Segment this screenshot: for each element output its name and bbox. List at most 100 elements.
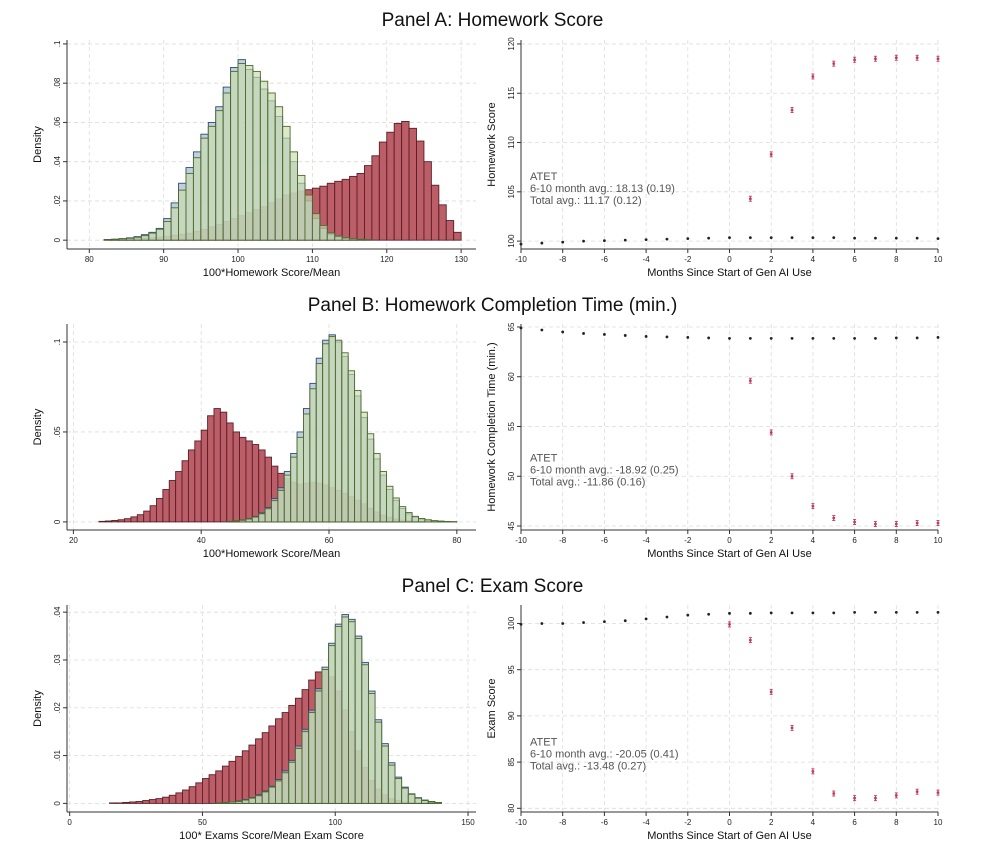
histogram-bar-control-green — [328, 336, 336, 523]
histogram-bar-treated — [364, 165, 373, 241]
histogram-bar-control-green — [200, 137, 209, 241]
histogram-bar-control-green — [374, 721, 383, 804]
x-tick-label: 10 — [934, 255, 943, 264]
histogram-bar-treated — [117, 519, 125, 523]
x-tick-label: 4 — [811, 818, 816, 827]
histogram-bar-control-green — [235, 801, 243, 804]
histogram-bar-treated — [142, 800, 150, 804]
x-axis-label: Months Since Start of Gen AI Use — [647, 267, 811, 279]
x-tick-label: 80 — [85, 255, 94, 264]
control-point — [936, 610, 940, 614]
histogram-bar-treated — [168, 794, 177, 804]
histogram-bar-treated — [213, 408, 221, 523]
histogram-bar-control-green — [434, 801, 442, 804]
control-point — [665, 615, 669, 619]
control-point — [769, 337, 773, 340]
control-point — [540, 328, 544, 332]
histogram-bar-treated — [430, 184, 440, 241]
treated-point — [811, 769, 815, 773]
panel-a-histogram: 80 90 100 110 120 130 0 .02 .04 .06 .08 .1 100*Homew… — [32, 40, 476, 279]
histogram-bar-control-green — [296, 436, 304, 523]
control-point — [748, 337, 752, 340]
control-point — [811, 611, 815, 615]
y-tick-label: .02 — [53, 702, 62, 714]
histogram-bar-control-green — [259, 80, 269, 241]
x-tick-label: 150 — [461, 818, 475, 827]
histogram-bar-treated — [215, 770, 223, 804]
control-point — [603, 239, 606, 243]
control-point — [644, 617, 648, 621]
histogram-bar-control-green — [347, 370, 356, 523]
panel-b-title: Panel B: Homework Completion Time (min.) — [307, 295, 678, 316]
control-point — [894, 610, 898, 614]
histogram-bar-control-green — [215, 110, 224, 241]
x-tick-label: 8 — [894, 255, 899, 264]
control-point — [769, 611, 773, 615]
histogram-bar-control-green — [251, 516, 260, 523]
histogram-bar-treated — [393, 122, 403, 241]
treated-point — [936, 521, 940, 525]
histogram-bar-control-green — [407, 793, 416, 804]
histogram-bar-control-green — [387, 764, 396, 804]
histogram-bar-control-green — [328, 645, 336, 804]
histogram-bar-control-green — [163, 221, 172, 241]
histogram-bar-control-green — [228, 801, 237, 804]
atet-estimate: Total avg.: 11.17 (0.12) — [530, 195, 642, 207]
histogram-bar-treated — [255, 738, 263, 804]
control-point — [686, 237, 690, 241]
y-tick-label: 55 — [507, 422, 516, 431]
control-point — [728, 337, 731, 340]
histogram-bar-control-green — [192, 157, 202, 241]
histogram-bar-control-green — [411, 515, 419, 523]
histogram-bar-control-green — [283, 474, 292, 523]
histogram-bar-treated — [349, 175, 358, 241]
atet-estimate: 6-10 month avg.: -18.92 (0.25) — [530, 464, 679, 476]
y-axis-label: Homework Completion Time (min.) — [486, 342, 498, 511]
y-tick-label: 0 — [53, 519, 62, 524]
control-point — [790, 236, 794, 240]
atet-label: ATET — [530, 452, 558, 464]
control-point — [519, 623, 523, 626]
y-axis-label: Density — [32, 408, 44, 445]
histogram-bar-treated — [251, 444, 260, 523]
control-point — [707, 612, 711, 616]
histogram-bar-treated — [228, 760, 237, 804]
histogram-bar-treated — [143, 510, 151, 523]
histogram-bar-treated — [408, 127, 417, 241]
histogram-bar-control-green — [430, 520, 439, 523]
histogram-bar-control-green — [398, 506, 407, 523]
histogram-bar-control-green — [322, 343, 330, 523]
histogram-bar-control-green — [437, 520, 445, 523]
histogram-bar-control-green — [334, 235, 343, 241]
x-tick-label: -10 — [515, 536, 527, 545]
control-point — [728, 236, 731, 240]
histogram-bar-control-green — [268, 786, 276, 804]
histogram-bar-treated — [438, 204, 447, 241]
y-tick-label: 115 — [507, 86, 516, 99]
y-tick-label: .08 — [53, 77, 62, 89]
treated-point — [853, 58, 856, 62]
histogram-bar-control-green — [427, 801, 436, 804]
x-tick-label: -4 — [643, 536, 651, 545]
histogram-bar-treated — [423, 161, 432, 241]
x-tick-label: 6 — [852, 818, 857, 827]
histogram-bar-treated — [248, 744, 257, 804]
histogram-bar-treated — [135, 801, 144, 804]
treated-point — [811, 504, 815, 508]
histogram-bar-control-green — [288, 761, 296, 804]
control-point — [874, 236, 877, 240]
control-point — [832, 611, 836, 615]
control-point — [748, 611, 752, 615]
y-tick-label: 60 — [507, 372, 516, 381]
histogram-bar-treated — [258, 449, 266, 523]
control-point — [603, 333, 606, 336]
control-point — [519, 326, 523, 330]
histogram-bar-treated — [124, 518, 132, 523]
histogram-bar-control-green — [241, 799, 250, 804]
treated-point — [915, 790, 919, 794]
histogram-bar-treated — [168, 480, 177, 523]
x-tick-label: -2 — [684, 818, 692, 827]
histogram-bar-control-green — [221, 801, 230, 804]
treated-point — [832, 516, 836, 520]
histogram-bar-control-green — [424, 519, 432, 523]
